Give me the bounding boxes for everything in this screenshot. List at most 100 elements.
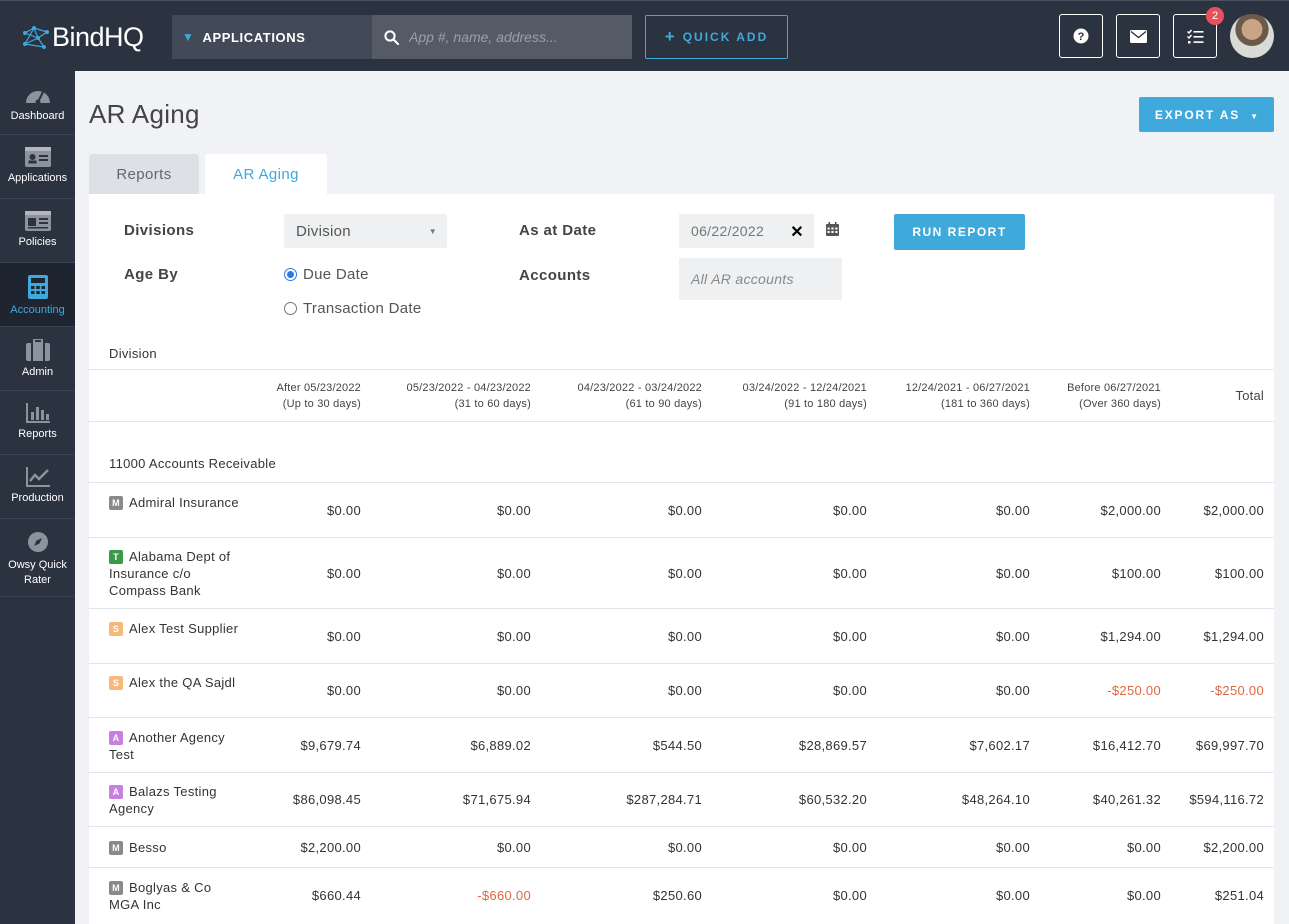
- sidebar: Dashboard Applications Policies: [0, 71, 75, 924]
- account-name[interactable]: A Another Agency Test: [109, 729, 239, 763]
- aging-value-cell: $28,869.57: [798, 737, 867, 753]
- sidebar-item-applications[interactable]: Applications: [0, 135, 75, 199]
- search-input[interactable]: [409, 29, 629, 45]
- as-at-date-input[interactable]: 06/22/2022 ✕: [679, 214, 814, 248]
- run-report-button[interactable]: RUN REPORT: [894, 214, 1025, 250]
- aging-value-cell: $0.00: [832, 502, 867, 518]
- aging-value-cell: $0.00: [326, 502, 361, 518]
- column-header[interactable]: 04/23/2022 - 03/24/2022 (61 to 90 days): [577, 382, 702, 410]
- bindhq-logo[interactable]: BindHQ: [22, 21, 144, 53]
- account-name[interactable]: T Alabama Dept of Insurance c/o Compass B…: [109, 548, 239, 599]
- briefcase-icon: [25, 339, 50, 361]
- id-card-icon: [24, 147, 51, 167]
- sidebar-item-policies[interactable]: Policies: [0, 199, 75, 263]
- aging-value-cell: $1,294.00: [1100, 628, 1161, 644]
- column-header[interactable]: After 05/23/2022 (Up to 30 days): [276, 382, 361, 410]
- sidebar-item-admin[interactable]: Admin: [0, 327, 75, 391]
- table-row[interactable]: A Another Agency Test $9,679.74 $6,889.02 $5…: [89, 717, 1274, 772]
- aging-value-cell: $0.00: [326, 683, 361, 698]
- table-row[interactable]: M Besso $2,200.00 $0.00 $0.00 $0.00 $0.00 $0.00…: [89, 826, 1274, 867]
- caret-down-icon: ▼: [428, 227, 437, 236]
- table-row[interactable]: M Boglyas & Co MGA Inc $660.44 -$660.00 $250…: [89, 867, 1274, 922]
- account-name[interactable]: M Besso: [109, 839, 239, 856]
- as-at-date-label: As at Date: [519, 222, 597, 239]
- bar-chart-icon: [25, 403, 50, 423]
- calendar-icon[interactable]: [826, 222, 839, 236]
- sidebar-item-production[interactable]: Production: [0, 455, 75, 519]
- tab-reports[interactable]: Reports: [89, 154, 199, 194]
- account-name[interactable]: S Alex the QA Sajdl: [109, 674, 239, 691]
- aging-value-cell: $16,412.70: [1092, 737, 1161, 753]
- account-name-text: Admiral Insurance: [129, 494, 239, 510]
- calculator-icon: [27, 275, 48, 299]
- page-title: AR Aging: [89, 99, 200, 129]
- aging-value-cell: $250.60: [652, 887, 702, 903]
- question-circle-icon: ?: [1073, 28, 1089, 44]
- tab-ar-aging[interactable]: AR Aging: [205, 154, 327, 194]
- aging-value-cell: $0.00: [496, 565, 531, 581]
- table-row[interactable]: S Alex Test Supplier $0.00 $0.00 $0.00 $0.00 $…: [89, 608, 1274, 663]
- ar-aging-rows: M Admiral Insurance $0.00 $0.00 $0.00 $0.00 $0…: [89, 482, 1274, 922]
- sidebar-item-reports[interactable]: Reports: [0, 391, 75, 455]
- aging-value-cell: $48,264.10: [961, 792, 1030, 807]
- account-name[interactable]: S Alex Test Supplier: [109, 620, 239, 637]
- transaction-date-radio[interactable]: [284, 302, 297, 315]
- column-header[interactable]: 05/23/2022 - 04/23/2022 (31 to 60 days): [406, 382, 531, 410]
- table-row[interactable]: T Alabama Dept of Insurance c/o Compass B…: [89, 537, 1274, 608]
- aging-value-cell: $6,889.02: [470, 737, 531, 753]
- aging-value-cell: -$660.00: [477, 887, 531, 903]
- tasks-button[interactable]: 2: [1173, 7, 1224, 58]
- aging-value-cell: $2,000.00: [1100, 502, 1161, 518]
- account-type-tag: M: [109, 841, 123, 855]
- sidebar-item-label: Reports: [18, 428, 57, 440]
- aging-value-cell: $0.00: [995, 565, 1030, 581]
- aging-value-cell: $60,532.20: [798, 792, 867, 807]
- export-as-button[interactable]: EXPORT AS ▼: [1139, 97, 1274, 132]
- account-name-text: Balazs Testing Agency: [109, 784, 217, 816]
- sidebar-item-accounting[interactable]: Accounting: [0, 263, 75, 327]
- account-type-tag: A: [109, 785, 123, 799]
- age-by-due-date-option[interactable]: Due Date: [284, 266, 369, 283]
- age-by-transaction-date-option[interactable]: Transaction Date: [284, 300, 421, 317]
- account-name[interactable]: A Balazs Testing Agency: [109, 783, 239, 817]
- messages-button[interactable]: [1116, 14, 1160, 58]
- aging-value-cell: $0.00: [832, 683, 867, 698]
- sidebar-item-owsy-quick-rater[interactable]: Owsy Quick Rater: [0, 519, 75, 597]
- account-type-tag: S: [109, 676, 123, 690]
- quick-add-label: QUICK ADD: [682, 30, 769, 44]
- aging-value-cell: $0.00: [496, 628, 531, 644]
- aging-value-cell: $287,284.71: [626, 792, 702, 807]
- sidebar-item-dashboard[interactable]: Dashboard: [0, 71, 75, 135]
- column-header[interactable]: 03/24/2022 - 12/24/2021 (91 to 180 days): [742, 382, 867, 410]
- table-row[interactable]: A Balazs Testing Agency $86,098.45 $71,675.…: [89, 772, 1274, 826]
- total-column-header[interactable]: Total: [1235, 388, 1264, 403]
- aging-value-cell: $0.00: [496, 839, 531, 855]
- search-type-dropdown[interactable]: ▼ APPLICATIONS: [172, 15, 372, 59]
- column-header[interactable]: 12/24/2021 - 06/27/2021 (181 to 360 days): [905, 382, 1030, 410]
- user-avatar[interactable]: [1230, 14, 1274, 58]
- row-total-cell: -$250.00: [1210, 683, 1264, 698]
- due-date-radio[interactable]: [284, 268, 297, 281]
- help-button[interactable]: ?: [1059, 14, 1103, 58]
- tasks-count-badge: 2: [1206, 7, 1224, 25]
- account-name-text: Boglyas & Co MGA Inc: [109, 879, 212, 912]
- account-name[interactable]: M Admiral Insurance: [109, 494, 239, 511]
- transaction-date-label: Transaction Date: [303, 300, 422, 317]
- line-chart-icon: [25, 467, 50, 487]
- aging-value-cell: $0.00: [995, 683, 1030, 698]
- sidebar-item-label: Admin: [21, 366, 54, 378]
- column-header[interactable]: Before 06/27/2021 (Over 360 days): [1067, 382, 1161, 410]
- aging-value-cell: $0.00: [496, 683, 531, 698]
- division-select[interactable]: Division ▼: [284, 214, 447, 248]
- aging-value-cell: $71,675.94: [462, 792, 531, 807]
- account-name-text: Another Agency Test: [109, 729, 225, 762]
- account-name-text: Alex the QA Sajdl: [129, 675, 236, 690]
- account-name[interactable]: M Boglyas & Co MGA Inc: [109, 879, 239, 913]
- due-date-label: Due Date: [303, 266, 369, 283]
- quick-add-button[interactable]: + QUICK ADD: [645, 15, 788, 59]
- table-row[interactable]: M Admiral Insurance $0.00 $0.00 $0.00 $0.00 $0…: [89, 482, 1274, 537]
- accounts-input[interactable]: All AR accounts: [679, 258, 842, 300]
- table-row[interactable]: S Alex the QA Sajdl $0.00 $0.00 $0.00 $0.00 $0…: [89, 663, 1274, 717]
- account-group-label: 11000 Accounts Receivable: [109, 456, 276, 471]
- clear-date-icon[interactable]: ✕: [790, 224, 804, 241]
